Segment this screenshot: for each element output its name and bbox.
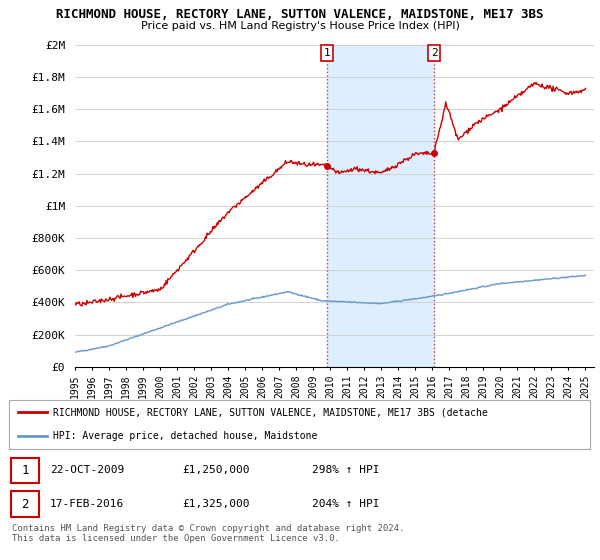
Text: Contains HM Land Registry data © Crown copyright and database right 2024.
This d: Contains HM Land Registry data © Crown c… — [12, 524, 404, 543]
Text: 204% ↑ HPI: 204% ↑ HPI — [312, 499, 379, 509]
Text: 298% ↑ HPI: 298% ↑ HPI — [312, 465, 379, 475]
FancyBboxPatch shape — [9, 400, 590, 449]
Text: HPI: Average price, detached house, Maidstone: HPI: Average price, detached house, Maid… — [53, 431, 317, 441]
Text: 2: 2 — [431, 48, 437, 58]
FancyBboxPatch shape — [11, 491, 39, 517]
Text: 17-FEB-2016: 17-FEB-2016 — [50, 499, 124, 509]
Text: £1,250,000: £1,250,000 — [182, 465, 250, 475]
Text: RICHMOND HOUSE, RECTORY LANE, SUTTON VALENCE, MAIDSTONE, ME17 3BS (detache: RICHMOND HOUSE, RECTORY LANE, SUTTON VAL… — [53, 408, 488, 418]
Text: 1: 1 — [21, 464, 29, 477]
Text: 22-OCT-2009: 22-OCT-2009 — [50, 465, 124, 475]
Bar — [327, 45, 434, 367]
Text: £1,325,000: £1,325,000 — [182, 499, 250, 509]
Text: Price paid vs. HM Land Registry's House Price Index (HPI): Price paid vs. HM Land Registry's House … — [140, 21, 460, 31]
FancyBboxPatch shape — [11, 458, 39, 483]
Text: 1: 1 — [323, 48, 330, 58]
Text: 2: 2 — [21, 497, 29, 511]
Text: RICHMOND HOUSE, RECTORY LANE, SUTTON VALENCE, MAIDSTONE, ME17 3BS: RICHMOND HOUSE, RECTORY LANE, SUTTON VAL… — [56, 8, 544, 21]
